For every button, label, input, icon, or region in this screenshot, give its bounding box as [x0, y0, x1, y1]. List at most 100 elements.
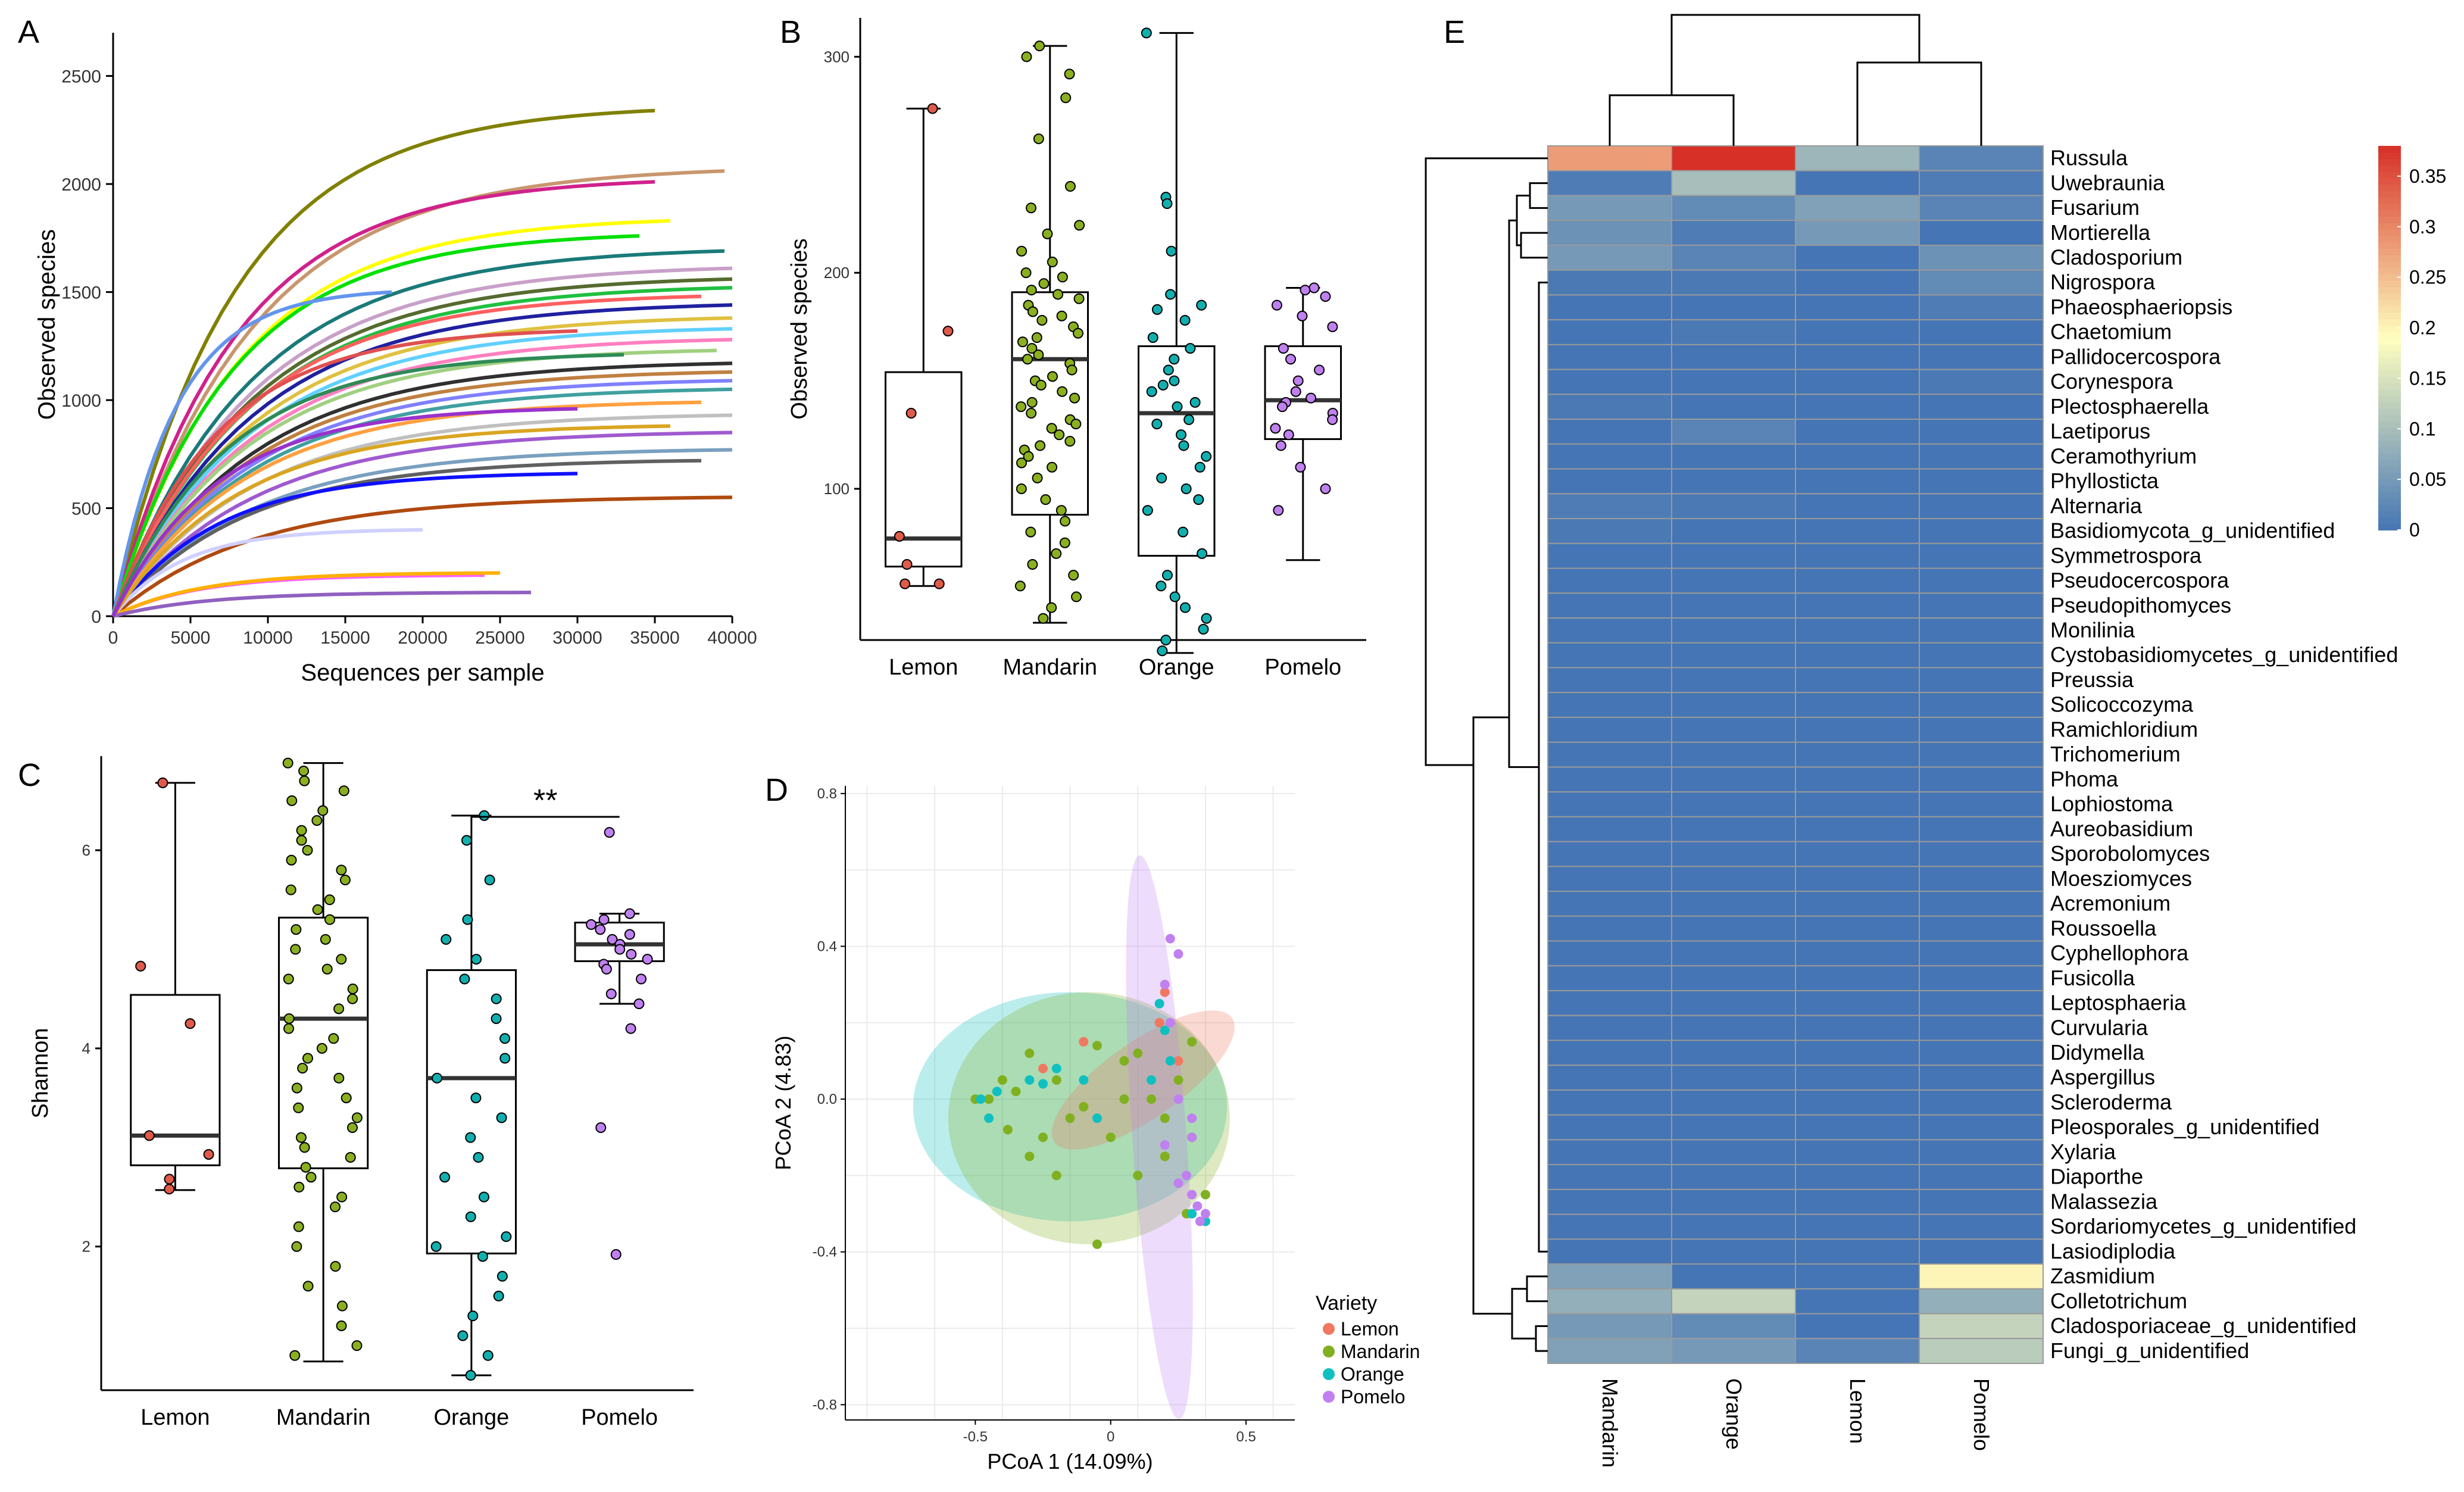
data-point — [1064, 181, 1076, 192]
heatmap-cell — [1919, 1213, 2044, 1240]
row-dendrogram-branch — [1516, 194, 1530, 246]
data-point — [633, 998, 645, 1010]
heatmap-cell — [1795, 319, 1920, 345]
heatmap-cell — [1671, 1313, 1796, 1340]
color-scale-segment — [2378, 453, 2401, 460]
rarefaction-curve — [112, 495, 733, 618]
heatmap-cell — [1547, 642, 1672, 669]
heatmap-cell — [1671, 1288, 1796, 1315]
x-category-label: Mandarin — [1003, 655, 1097, 680]
data-point — [1057, 271, 1068, 283]
pcoa-point — [1003, 1125, 1013, 1135]
x-category-label: Mandarin — [276, 1405, 370, 1430]
data-point — [642, 954, 653, 965]
heatmap-cell — [1547, 1238, 1672, 1265]
heatmap-cell — [1671, 145, 1796, 171]
heatmap-cell — [1919, 741, 2044, 768]
heatmap-cell — [1671, 1139, 1796, 1166]
data-point — [1020, 267, 1032, 279]
pcoa-point — [1154, 998, 1164, 1009]
y-tick-label: 0 — [91, 607, 101, 627]
heatmap-cell — [1919, 617, 2044, 644]
heatmap-cell — [1547, 443, 1672, 470]
data-point — [465, 1132, 476, 1143]
color-scale-segment — [2378, 414, 2401, 422]
heatmap-cell — [1547, 716, 1672, 743]
heatmap-cell — [1547, 1263, 1672, 1290]
pcoa-point — [1187, 1209, 1197, 1219]
heatmap-cell — [1671, 220, 1796, 246]
data-point — [164, 1184, 175, 1195]
data-point — [302, 1281, 314, 1292]
pcoa-point — [1173, 1056, 1183, 1066]
data-point — [1169, 375, 1180, 386]
data-point — [1055, 505, 1067, 516]
heatmap-cell — [1795, 1114, 1920, 1141]
heatmap-cell — [1795, 617, 1920, 644]
heatmap-cell — [1547, 244, 1672, 271]
rarefaction-curve — [111, 108, 655, 617]
data-point — [605, 988, 617, 1000]
heatmap-cell — [1795, 915, 1920, 942]
rarefaction-curve — [111, 180, 655, 617]
heatmap-cell — [1919, 940, 2044, 967]
heatmap-cell — [1547, 915, 1672, 942]
data-point — [336, 1300, 348, 1312]
data-point — [1051, 548, 1062, 559]
data-point — [1034, 40, 1045, 52]
data-point — [1040, 494, 1051, 505]
heatmap-cell — [1671, 269, 1796, 296]
pcoa-point — [1187, 1113, 1197, 1123]
data-point — [471, 954, 482, 965]
rarefaction-curve — [111, 370, 733, 617]
rarefaction-curve — [111, 527, 423, 617]
rarefaction-curve — [111, 472, 578, 617]
pcoa-point — [1187, 1132, 1197, 1143]
data-point — [441, 934, 452, 945]
heatmap-cell — [1671, 891, 1796, 917]
data-point — [499, 1053, 511, 1064]
data-point — [297, 1063, 308, 1074]
heatmap-cell — [1919, 915, 2044, 942]
heatmap-cell — [1795, 891, 1920, 917]
data-point — [439, 1172, 451, 1183]
heatmap-cell — [1795, 542, 1920, 569]
heatmap-cell — [1671, 642, 1796, 669]
heatmap-cell — [1919, 667, 2044, 694]
data-point — [290, 944, 301, 955]
heatmap-cell — [1919, 1288, 2044, 1315]
color-scale-segment — [2378, 338, 2401, 345]
data-point — [324, 894, 335, 906]
rarefaction-curve — [111, 430, 733, 617]
data-point — [333, 1003, 345, 1015]
rarefaction-curve — [112, 571, 501, 618]
pcoa-point — [1160, 979, 1170, 990]
data-point — [1175, 429, 1186, 441]
data-point — [289, 1350, 301, 1361]
heatmap-cell — [1547, 394, 1672, 420]
heatmap-cell — [1919, 319, 2044, 345]
heatmap-cell — [1547, 617, 1672, 644]
heatmap-cell — [1919, 716, 2044, 743]
data-point — [473, 1151, 484, 1163]
data-point — [586, 919, 597, 930]
data-point — [477, 1251, 488, 1262]
legend-title: Variety — [1316, 1292, 1377, 1315]
data-point — [461, 835, 472, 846]
heatmap-cell — [1547, 1139, 1672, 1166]
heatmap-cell — [1795, 866, 1920, 892]
heatmap-cell — [1795, 692, 1920, 718]
color-scale-segment — [2378, 293, 2401, 300]
pcoa-point — [1079, 1075, 1089, 1085]
color-scale-segment — [2378, 267, 2401, 274]
color-scale-segment — [2378, 305, 2401, 313]
row-label: Leptosphaeria — [2050, 991, 2187, 1015]
heatmap-cell — [1671, 344, 1796, 370]
heatmap-cell — [1671, 741, 1796, 768]
data-point — [1027, 559, 1038, 570]
data-point — [347, 984, 358, 995]
data-point — [1314, 364, 1325, 376]
data-point — [338, 785, 349, 797]
data-point — [1320, 483, 1331, 495]
color-scale-segment — [2378, 440, 2401, 448]
